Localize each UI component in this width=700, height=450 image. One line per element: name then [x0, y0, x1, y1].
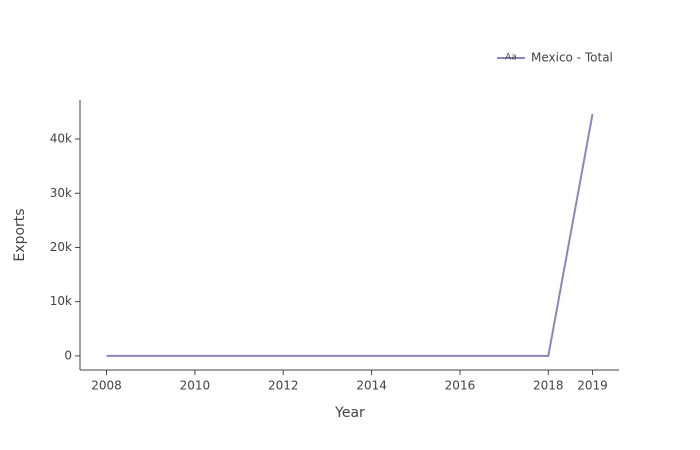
y-tick-label: 10k: [50, 294, 72, 308]
x-tick-label: 2014: [356, 379, 387, 393]
x-tick-label: 2019: [577, 379, 608, 393]
y-tick-label: 30k: [50, 186, 72, 200]
y-tick-label: 0: [64, 348, 72, 362]
x-tick-label: 2018: [533, 379, 564, 393]
y-tick-label: 40k: [50, 132, 72, 146]
line-series: [106, 113, 594, 357]
legend-label: Mexico - Total: [531, 51, 613, 65]
x-tick-label: 2010: [180, 379, 211, 393]
x-axis-title: Year: [334, 405, 365, 421]
x-tick-label: 2012: [268, 379, 299, 393]
y-axis-title: Exports: [12, 208, 28, 261]
legend-marker-text: Aa: [505, 53, 517, 63]
y-tick-label: 20k: [50, 240, 72, 254]
x-tick-label: 2016: [445, 379, 476, 393]
x-tick-label: 2008: [91, 379, 122, 393]
